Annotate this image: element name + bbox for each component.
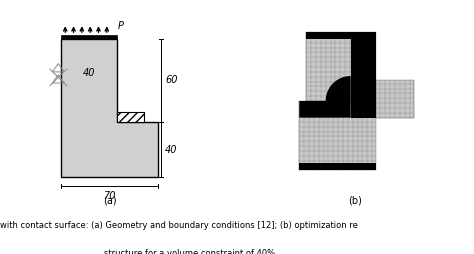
Text: with contact surface: (a) Geometry and boundary conditions [12]; (b) optimizatio: with contact surface: (a) Geometry and b… xyxy=(0,221,358,230)
Text: 40: 40 xyxy=(165,145,178,155)
Text: (a): (a) xyxy=(103,195,117,205)
Text: (b): (b) xyxy=(348,195,362,205)
Polygon shape xyxy=(61,39,158,177)
Bar xyxy=(117,112,144,122)
Text: 60: 60 xyxy=(165,75,178,85)
Bar xyxy=(351,39,375,101)
Text: P: P xyxy=(118,21,124,31)
Bar xyxy=(306,32,375,101)
Bar xyxy=(306,32,375,39)
Text: structure for a volume constraint of 40%: structure for a volume constraint of 40% xyxy=(104,249,275,254)
Bar xyxy=(375,80,414,118)
Polygon shape xyxy=(351,101,375,118)
Polygon shape xyxy=(299,76,351,118)
Text: 70: 70 xyxy=(103,191,116,201)
Text: 40: 40 xyxy=(82,68,95,78)
Bar xyxy=(61,35,117,39)
Bar xyxy=(299,101,375,170)
Bar xyxy=(299,163,375,170)
